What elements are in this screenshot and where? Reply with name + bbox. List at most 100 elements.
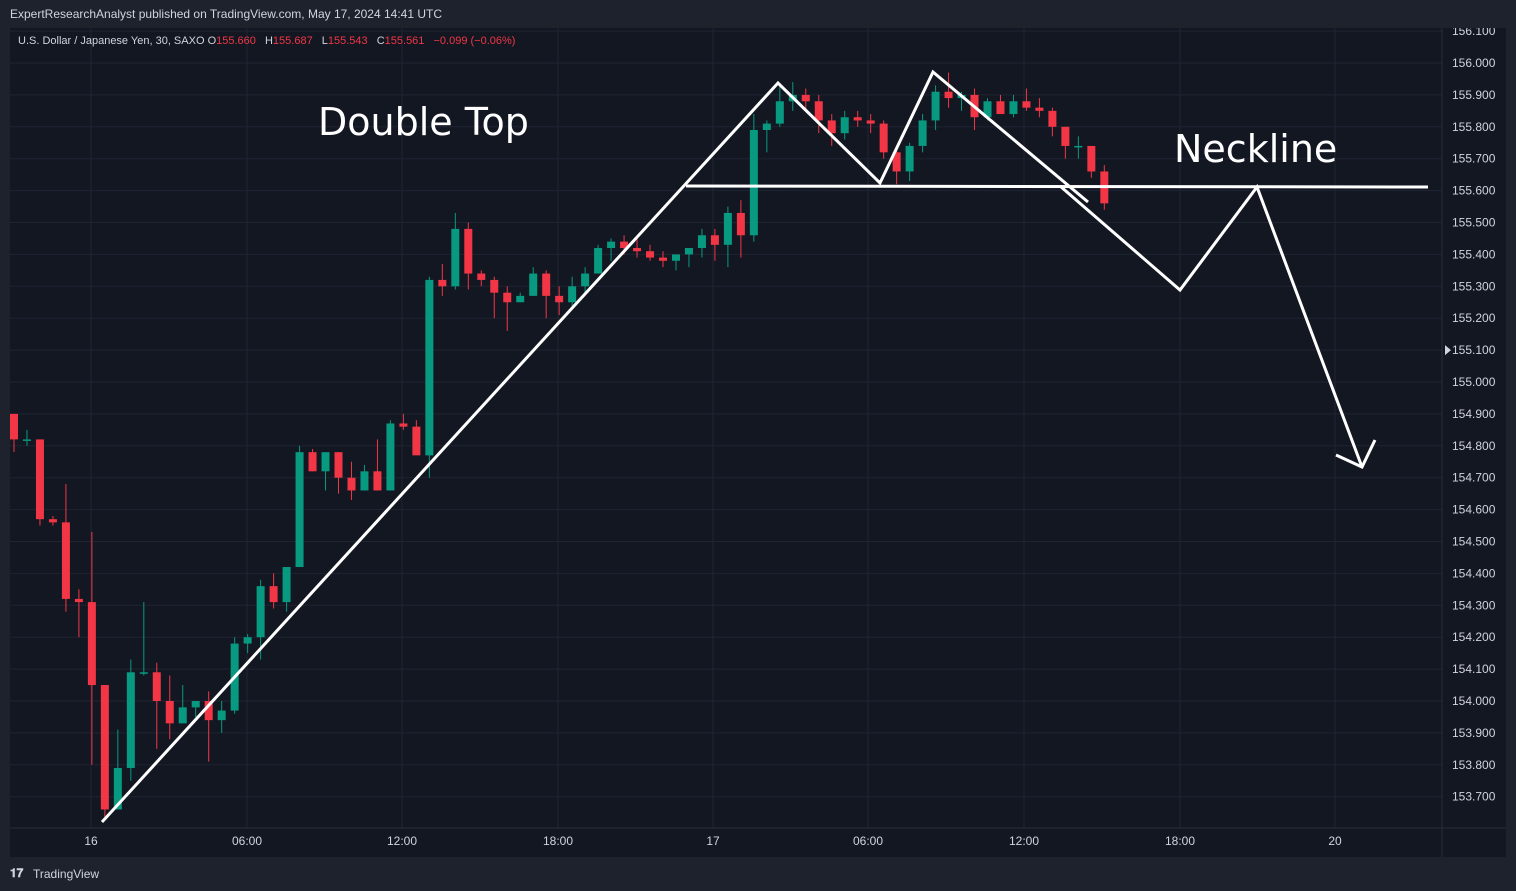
y-tick-label: 155.900 bbox=[1452, 88, 1496, 102]
double-top-label: Double Top bbox=[318, 100, 529, 144]
candle-body bbox=[139, 672, 148, 674]
candle-body bbox=[308, 452, 317, 472]
low-label: L bbox=[321, 35, 328, 47]
candle-body bbox=[1009, 101, 1018, 115]
change-value: −0.099 (−0.06%) bbox=[433, 35, 516, 47]
candle-body bbox=[983, 101, 992, 118]
y-tick-label: 154.500 bbox=[1452, 535, 1496, 549]
x-tick-label: 20 bbox=[1328, 834, 1342, 848]
candle-body bbox=[87, 602, 96, 686]
close-label: C bbox=[376, 35, 385, 47]
candle-body bbox=[607, 241, 616, 249]
chart-area[interactable]: 16 06:00 12:00 18:00 17 06:00 12:00 18:00 20 156.… bbox=[10, 28, 1506, 857]
candle-body bbox=[931, 91, 940, 121]
y-tick-label: 156.100 bbox=[1452, 28, 1496, 38]
candle-body bbox=[801, 94, 810, 102]
neckline-label: Neckline bbox=[1174, 127, 1338, 171]
publisher-text: ExpertResearchAnalyst published on Tradi… bbox=[10, 7, 443, 21]
candle-body bbox=[178, 707, 187, 724]
candle-body bbox=[736, 212, 745, 236]
y-tick-label: 154.700 bbox=[1452, 471, 1496, 485]
candle-body bbox=[295, 452, 304, 568]
candle-body bbox=[710, 235, 719, 245]
x-tick-label: 18:00 bbox=[543, 834, 573, 848]
candle-body bbox=[425, 279, 434, 456]
candle-body bbox=[996, 101, 1005, 115]
candle-body bbox=[671, 254, 680, 261]
x-tick-label: 06:00 bbox=[853, 834, 883, 848]
candle-body bbox=[269, 586, 278, 603]
candle-body bbox=[762, 123, 771, 130]
candle-body bbox=[892, 152, 901, 172]
symbol-legend: U.S. Dollar / Japanese Yen, 30, SAXO O15… bbox=[18, 35, 521, 47]
candle-body bbox=[126, 672, 135, 768]
y-tick-label: 155.800 bbox=[1452, 120, 1496, 134]
candle-body bbox=[944, 91, 953, 99]
y-tick-label: 154.900 bbox=[1452, 407, 1496, 421]
y-tick-label: 155.700 bbox=[1452, 152, 1496, 166]
high-value: 155.687 bbox=[272, 35, 313, 47]
candle-body bbox=[1022, 101, 1031, 108]
candle-body bbox=[814, 101, 823, 121]
candle-body bbox=[48, 519, 57, 523]
candle-body bbox=[412, 426, 421, 456]
candle-body bbox=[217, 710, 226, 721]
candle-body bbox=[113, 767, 122, 810]
publisher-bar: ExpertResearchAnalyst published on Tradi… bbox=[0, 0, 1516, 28]
candle-body bbox=[61, 522, 70, 599]
trend-pattern-line bbox=[100, 69, 1089, 824]
y-tick-label: 154.600 bbox=[1452, 503, 1496, 517]
candle-body bbox=[451, 228, 460, 287]
y-tick-label: 155.000 bbox=[1452, 375, 1496, 389]
candle-body bbox=[594, 248, 603, 274]
y-tick-label: 154.300 bbox=[1452, 598, 1496, 612]
y-tick-label: 154.800 bbox=[1452, 439, 1496, 453]
candle-body bbox=[386, 423, 395, 491]
price-marker-icon bbox=[1445, 345, 1451, 356]
candle-body bbox=[243, 637, 252, 644]
candle-body bbox=[360, 471, 369, 491]
candle-body bbox=[879, 123, 888, 153]
candle-body bbox=[659, 257, 667, 261]
candle-body bbox=[905, 145, 914, 172]
y-tick-label: 153.700 bbox=[1452, 790, 1496, 804]
x-tick-label: 06:00 bbox=[232, 834, 262, 848]
candle-body bbox=[840, 117, 849, 134]
y-tick-label: 154.000 bbox=[1452, 694, 1496, 708]
candle-body bbox=[749, 129, 758, 236]
y-tick-label: 155.300 bbox=[1452, 279, 1496, 293]
candle-body bbox=[853, 117, 862, 121]
candle-body bbox=[490, 279, 499, 293]
y-tick-label: 153.800 bbox=[1452, 758, 1496, 772]
y-tick-label: 154.200 bbox=[1452, 630, 1496, 644]
arrow-head-icon bbox=[1335, 439, 1377, 469]
candle-body bbox=[827, 120, 836, 134]
y-tick-label: 155.200 bbox=[1452, 311, 1496, 325]
y-tick-label: 154.100 bbox=[1452, 662, 1496, 676]
candle-body bbox=[256, 586, 265, 638]
footer-brand: TradingView bbox=[33, 867, 100, 881]
candle-body bbox=[74, 598, 83, 603]
low-value: 155.543 bbox=[327, 35, 368, 47]
footer-bar: 𝟏𝟕 TradingView bbox=[0, 857, 1516, 891]
y-tick-label: 155.400 bbox=[1452, 247, 1496, 261]
candle-body bbox=[399, 423, 408, 427]
price-chart[interactable]: 16 06:00 12:00 18:00 17 06:00 12:00 18:00 20 156.… bbox=[10, 28, 1506, 857]
candle-body bbox=[477, 273, 486, 280]
candle-body bbox=[568, 286, 577, 303]
x-tick-label: 18:00 bbox=[1165, 834, 1195, 848]
candle-body bbox=[1061, 126, 1070, 146]
candle-body bbox=[1048, 110, 1057, 127]
candle-body bbox=[282, 567, 291, 603]
candle-body bbox=[620, 241, 629, 249]
y-tick-label: 155.100 bbox=[1452, 343, 1496, 357]
candle-body bbox=[347, 477, 356, 491]
x-tick-label: 12:00 bbox=[387, 834, 417, 848]
candle-body bbox=[581, 273, 590, 287]
close-value: 155.561 bbox=[384, 35, 425, 47]
y-tick-label: 155.600 bbox=[1452, 184, 1496, 198]
y-tick-label: 154.400 bbox=[1452, 566, 1496, 580]
candle-body bbox=[464, 228, 473, 274]
candle-body bbox=[542, 273, 551, 296]
candle-body bbox=[321, 452, 330, 472]
